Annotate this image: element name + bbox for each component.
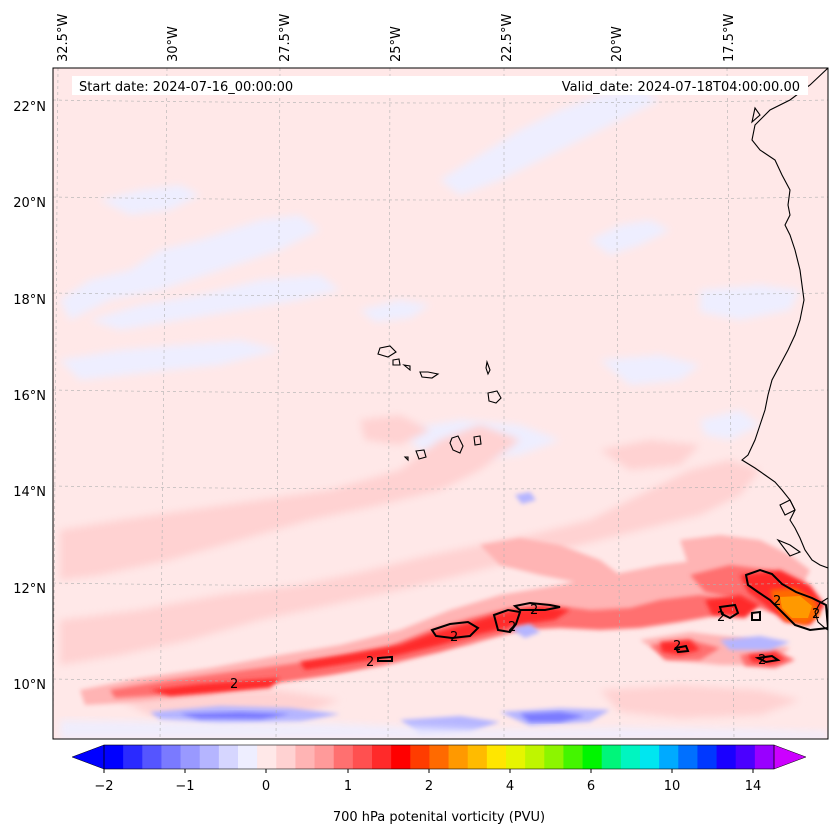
colorbar-tick-label: −2 [94, 779, 113, 794]
lon-label: 27.5°W [278, 14, 293, 62]
colorbar: −2 −1 0 1 2 4 6 10 14 700 hPa potenital … [71, 744, 807, 825]
colorbar-cell [506, 745, 526, 769]
date-banner: Start date: 2024-07-16_00:00:00 Valid_da… [72, 76, 808, 95]
colorbar-cell [697, 745, 717, 769]
contour-label: 2 [366, 655, 374, 670]
colorbar-cell [161, 745, 181, 769]
lon-label: 20°W [610, 26, 625, 62]
colorbar-cell [372, 745, 392, 769]
map-frame [52, 67, 829, 740]
contour-labels: 2 2 2 2 2 2 2 2 2 2 [230, 594, 820, 692]
contour-label: 2 [812, 607, 820, 622]
colorbar-cell [257, 745, 277, 769]
colorbar-under-arrow [71, 744, 105, 770]
colorbar-over-arrow [773, 744, 807, 770]
colorbar-cell [659, 745, 679, 769]
lat-labels: 22°N 20°N 18°N 16°N 14°N 12°N 10°N [13, 100, 46, 693]
colorbar-cell [333, 745, 354, 769]
colorbar-cell [601, 745, 622, 769]
colorbar-cell [525, 745, 545, 769]
valid-date: Valid_date: 2024-07-18T04:00:00.00 [562, 80, 800, 95]
contour-label: 2 [508, 620, 516, 635]
colorbar-cell [754, 745, 775, 769]
lat-label: 22°N [13, 100, 46, 115]
lat-label: 10°N [13, 678, 46, 693]
colorbar-cell [276, 745, 296, 769]
colorbar-tick-label: 10 [664, 779, 681, 794]
colorbar-title: 700 hPa potenital vorticity (PVU) [333, 810, 545, 825]
colorbar-cell [678, 745, 698, 769]
colorbar-cell [735, 745, 756, 769]
contour-label: 2 [773, 594, 781, 609]
colorbar-cell [640, 745, 660, 769]
lat-label: 18°N [13, 293, 46, 308]
colorbar-ticks [103, 769, 754, 773]
lon-label: 17.5°W [722, 14, 737, 62]
colorbar-tick-label: 0 [262, 779, 270, 794]
colorbar-cell [391, 745, 411, 769]
colorbar-cell [582, 745, 603, 769]
colorbar-cell [142, 745, 162, 769]
lon-label: 32.5°W [56, 14, 71, 62]
colorbar-cell [199, 745, 220, 769]
colorbar-cell [218, 745, 239, 769]
colorbar-cell [467, 745, 488, 769]
contour-label: 2 [230, 677, 238, 692]
colorbar-tick-label: 6 [587, 779, 595, 794]
pv-field [53, 68, 828, 739]
colorbar-cell [563, 745, 583, 769]
contour-label: 2 [717, 610, 725, 625]
colorbar-cell [486, 745, 507, 769]
colorbar-cell [410, 745, 430, 769]
colorbar-cell [314, 745, 335, 769]
colorbar-cell [716, 745, 737, 769]
contour-label: 2 [530, 603, 538, 618]
colorbar-tick-labels: −2 −1 0 1 2 4 6 10 14 [94, 779, 761, 794]
colorbar-cell [448, 745, 469, 769]
start-date: Start date: 2024-07-16_00:00:00 [79, 80, 293, 95]
lon-label: 30°W [166, 26, 181, 62]
colorbar-tick-label: 2 [425, 779, 433, 794]
colorbar-tick-label: 1 [344, 779, 352, 794]
colorbar-tick-label: −1 [175, 779, 194, 794]
lon-labels: 32.5°W 30°W 27.5°W 25°W 22.5°W 20°W 17.5… [56, 14, 737, 62]
colorbar-cell [180, 745, 201, 769]
colorbar-tick-label: 14 [745, 779, 762, 794]
colorbar-cell [123, 745, 143, 769]
lat-label: 20°N [13, 196, 46, 211]
lon-label: 25°W [389, 26, 404, 62]
gridlines [53, 68, 828, 739]
colorbar-cells [104, 745, 775, 769]
lat-label: 12°N [13, 582, 46, 597]
colorbar-tick-label: 4 [506, 779, 514, 794]
colorbar-frame [103, 744, 775, 770]
colorbar-cell [238, 745, 258, 769]
contour-label: 2 [758, 653, 766, 668]
lat-label: 16°N [13, 389, 46, 404]
pv-contour-2 [377, 568, 828, 664]
contour-label: 2 [450, 630, 458, 645]
colorbar-cell [104, 745, 124, 769]
colorbar-cell [544, 745, 564, 769]
colorbar-cell [352, 745, 373, 769]
lon-label: 22.5°W [500, 14, 515, 62]
lat-label: 14°N [13, 485, 46, 500]
contour-label: 2 [673, 639, 681, 654]
colorbar-cell [295, 745, 315, 769]
colorbar-cell [429, 745, 449, 769]
colorbar-cell [620, 745, 641, 769]
